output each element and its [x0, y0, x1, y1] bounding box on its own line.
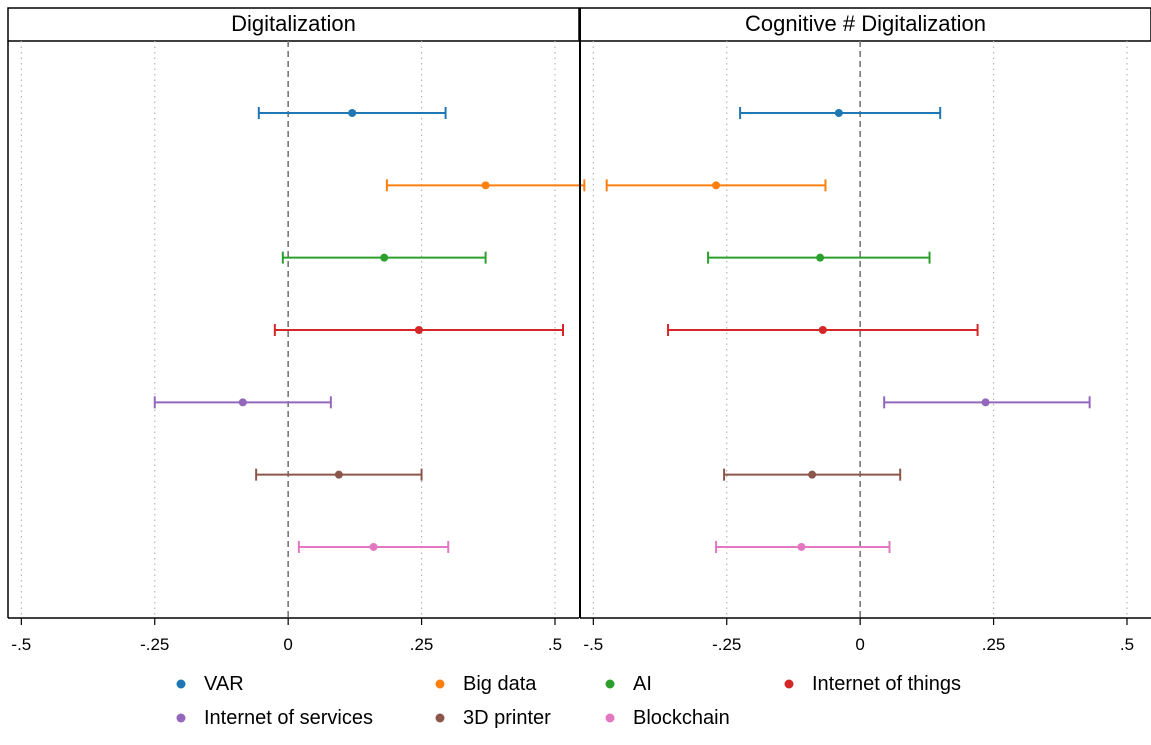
x-tick-label: -.5 — [11, 635, 31, 654]
legend-marker — [176, 679, 186, 689]
estimate-point — [238, 398, 247, 407]
legend-label: 3D printer — [463, 707, 551, 729]
estimate-point — [834, 109, 843, 117]
legend-label: Internet of services — [204, 707, 373, 729]
x-tick-label: .5 — [548, 635, 562, 654]
legend-marker — [435, 679, 445, 689]
legend-marker — [176, 713, 186, 723]
estimate-point — [797, 542, 806, 551]
legend-marker — [605, 679, 615, 689]
estimate-point — [808, 470, 817, 479]
estimate-point — [712, 181, 721, 190]
x-tick-label: .25 — [410, 635, 434, 654]
legend-marker — [784, 679, 794, 689]
x-tick-label: -.25 — [140, 635, 169, 654]
estimate-point — [816, 253, 825, 262]
legend-marker — [605, 713, 615, 723]
legend-marker — [435, 713, 445, 723]
estimate-point — [481, 181, 490, 190]
x-tick-label: 0 — [855, 635, 864, 654]
x-tick-label: .25 — [982, 635, 1006, 654]
estimate-point — [380, 253, 389, 262]
legend-label: Big data — [463, 673, 537, 695]
estimate-point — [334, 470, 343, 479]
panel-title: Cognitive # Digitalization — [745, 11, 986, 36]
estimate-point — [348, 109, 357, 117]
x-tick-label: -.5 — [583, 635, 603, 654]
estimate-point — [818, 325, 827, 334]
estimate-point — [369, 542, 378, 551]
panel-header — [7, 7, 580, 42]
legend-label: VAR — [204, 673, 244, 695]
x-tick-label: 0 — [283, 635, 292, 654]
x-tick-label: -.25 — [712, 635, 741, 654]
legend-label: AI — [633, 673, 652, 695]
legend-label: Internet of things — [812, 673, 961, 695]
x-tick-label: .5 — [1120, 635, 1134, 654]
estimate-point — [414, 325, 423, 334]
panel-title: Digitalization — [231, 11, 356, 36]
legend-label: Blockchain — [633, 707, 730, 729]
estimate-point — [981, 398, 990, 407]
